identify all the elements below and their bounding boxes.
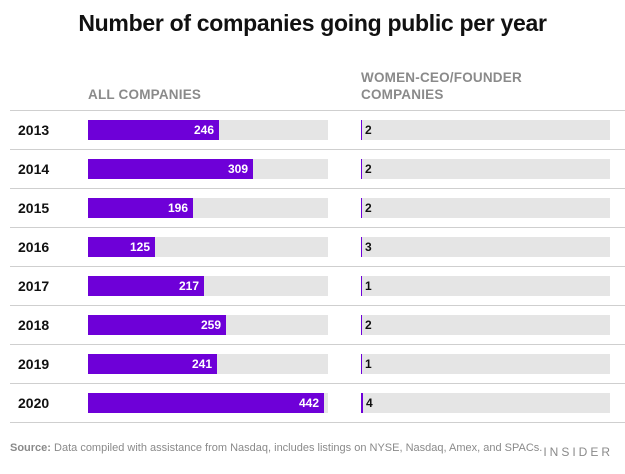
women-ceo-track bbox=[361, 120, 610, 140]
brand-logo: INSIDER bbox=[543, 445, 613, 459]
women-ceo-track bbox=[361, 393, 610, 413]
women-ceo-bar bbox=[361, 393, 363, 413]
year-label: 2017 bbox=[18, 278, 50, 294]
row-divider bbox=[10, 344, 625, 345]
row-divider bbox=[10, 149, 625, 150]
women-ceo-value: 3 bbox=[365, 240, 372, 254]
row-divider bbox=[10, 188, 625, 189]
women-ceo-value: 1 bbox=[365, 357, 372, 371]
chart-rows: 2013 246 2 2014 309 2 2015 196 2 2016 125 3 2017 217 1… bbox=[10, 110, 625, 423]
women-ceo-bar bbox=[361, 159, 362, 179]
women-ceo-value: 4 bbox=[366, 396, 373, 410]
women-ceo-track bbox=[361, 354, 610, 374]
all-companies-value: 241 bbox=[191, 357, 212, 371]
women-ceo-bar bbox=[361, 276, 362, 296]
women-ceo-header: WOMEN-CEO/FOUNDER COMPANIES bbox=[361, 69, 522, 103]
women-ceo-track bbox=[361, 198, 610, 218]
year-label: 2020 bbox=[18, 395, 50, 411]
women-ceo-bar bbox=[361, 354, 362, 374]
source-label: Source: bbox=[10, 442, 51, 454]
year-label: 2014 bbox=[18, 161, 50, 177]
women-ceo-bar bbox=[361, 198, 362, 218]
row-divider bbox=[10, 305, 625, 306]
year-label: 2019 bbox=[18, 356, 50, 372]
all-companies-bar bbox=[88, 276, 204, 296]
women-ceo-value: 2 bbox=[365, 162, 372, 176]
year-label: 2018 bbox=[18, 317, 50, 333]
all-companies-bar bbox=[88, 393, 324, 413]
source-text: Data compiled with assistance from Nasda… bbox=[50, 442, 543, 454]
all-companies-value: 246 bbox=[193, 123, 214, 137]
all-companies-bar bbox=[88, 354, 217, 374]
women-ceo-bar bbox=[361, 120, 362, 140]
women-ceo-header-line1: WOMEN-CEO/FOUNDER bbox=[361, 70, 522, 85]
all-companies-bar bbox=[88, 120, 219, 140]
women-ceo-value: 2 bbox=[365, 201, 372, 215]
all-companies-bar bbox=[88, 315, 226, 335]
all-companies-value: 259 bbox=[200, 318, 221, 332]
women-ceo-track bbox=[361, 276, 610, 296]
women-ceo-track bbox=[361, 237, 610, 257]
row-divider bbox=[10, 383, 625, 384]
women-ceo-value: 2 bbox=[365, 318, 372, 332]
women-ceo-track bbox=[361, 315, 610, 335]
all-companies-bar bbox=[88, 237, 155, 257]
year-label: 2015 bbox=[18, 200, 50, 216]
all-companies-bar bbox=[88, 159, 253, 179]
women-ceo-bar bbox=[361, 315, 362, 335]
year-label: 2013 bbox=[18, 122, 50, 138]
chart-title: Number of companies going public per yea… bbox=[78, 10, 547, 36]
source-note: Source: Data compiled with assistance fr… bbox=[10, 441, 550, 456]
all-companies-value: 196 bbox=[167, 201, 188, 215]
all-companies-bar bbox=[88, 198, 193, 218]
women-ceo-value: 1 bbox=[365, 279, 372, 293]
row-divider bbox=[10, 266, 625, 267]
year-label: 2016 bbox=[18, 239, 50, 255]
all-companies-header: ALL COMPANIES bbox=[88, 87, 202, 102]
row-divider bbox=[10, 422, 625, 423]
all-companies-value: 125 bbox=[129, 240, 150, 254]
all-companies-value: 309 bbox=[227, 162, 248, 176]
row-divider bbox=[10, 227, 625, 228]
women-ceo-value: 2 bbox=[365, 123, 372, 137]
all-companies-value: 442 bbox=[298, 396, 319, 410]
women-ceo-header-line2: COMPANIES bbox=[361, 87, 444, 102]
women-ceo-bar bbox=[361, 237, 362, 257]
all-companies-value: 217 bbox=[178, 279, 199, 293]
row-divider bbox=[10, 110, 625, 111]
women-ceo-track bbox=[361, 159, 610, 179]
